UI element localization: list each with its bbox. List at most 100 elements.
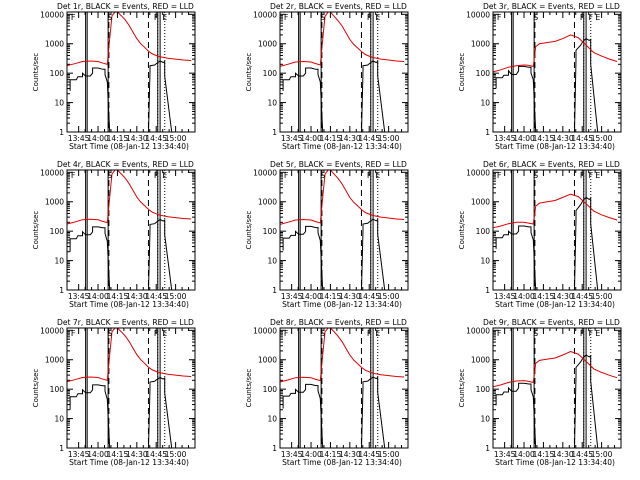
x-tick-label: 14:15 [107,292,129,301]
panel-title: Det 2r, BLACK = Events, RED = LLD [270,2,407,11]
x-tick-label: 15:00 [591,292,613,301]
annotation-letter: S [533,171,538,180]
y-tick-label: 100 [50,227,65,236]
x-tick-label: 14:45 [358,134,380,143]
x-axis-label: Start Time (08-Jan-12 13:34:40) [69,458,189,467]
x-tick-label: 15:00 [378,134,400,143]
panel-det-7: Det 7r, BLACK = Events, RED = LLDFSFE110… [32,318,196,467]
x-tick-label: 14:00 [513,292,535,301]
plot-frame [66,327,196,449]
x-tick-label: 13:45 [281,450,303,459]
x-tick-label: 14:30 [339,450,361,459]
x-axis-label: Start Time (08-Jan-12 13:34:40) [282,300,402,309]
x-tick-label: 14:45 [358,450,380,459]
x-tick-label: 14:15 [320,292,342,301]
panel-title: Det 9r, BLACK = Events, RED = LLD [483,318,620,327]
plot-frame [492,327,622,449]
annotation-letter: E [162,171,167,180]
series-events [495,196,599,291]
x-tick-label: 13:45 [281,134,303,143]
x-tick-label: 14:45 [571,134,593,143]
annotation-letter: F [588,13,593,22]
series-events [69,376,173,449]
x-tick-label: 14:30 [126,134,148,143]
x-axis-label: Start Time (08-Jan-12 13:34:40) [282,458,402,467]
y-tick-label: 10000 [466,326,490,335]
annotation-letter: S [107,329,112,338]
y-tick-label: 10 [54,415,64,424]
x-tick-label: 14:15 [320,134,342,143]
x-tick-label: 14:30 [552,292,574,301]
y-axis-label: Counts/sec [32,53,40,92]
series-lld [492,350,618,388]
annotation-letter: F [497,329,502,338]
series-events [282,60,386,133]
x-tick-label: 15:00 [165,292,187,301]
annotation-letter: E [595,171,600,180]
annotation-letter: F [284,13,289,22]
y-tick-label: 1000 [258,198,277,207]
y-axis-label: Counts/sec [32,211,40,250]
y-axis-label: Counts/sec [458,369,466,408]
plot-frame [279,11,409,133]
annotation-letter: F [284,329,289,338]
x-tick-label: 15:00 [165,134,187,143]
annotation-letter: E [162,13,167,22]
y-axis-label: Counts/sec [458,211,466,250]
y-tick-label: 10000 [253,168,277,177]
panel-title: Det 4r, BLACK = Events, RED = LLD [57,160,194,169]
y-tick-label: 1 [485,444,490,453]
series-lld [492,193,618,229]
series-lld [66,327,192,383]
annotation-letter: F [284,171,289,180]
plot-frame [492,169,622,291]
x-tick-label: 14:00 [300,450,322,459]
series-events [495,354,599,449]
x-tick-label: 14:30 [552,450,574,459]
y-tick-label: 10 [480,415,490,424]
x-tick-label: 14:45 [145,292,167,301]
series-lld [279,169,405,225]
annotation-letter: F [497,13,502,22]
series-lld [66,169,192,225]
annotation-letter: S [320,13,325,22]
x-tick-label: 13:45 [281,292,303,301]
y-axis-label: Counts/sec [245,53,253,92]
annotation-letter: E [375,13,380,22]
y-tick-label: 100 [50,385,65,394]
annotation-letter: F [71,13,76,22]
x-tick-label: 15:00 [165,450,187,459]
y-tick-label: 10000 [253,10,277,19]
y-tick-label: 10000 [466,168,490,177]
x-tick-label: 14:15 [320,450,342,459]
y-tick-label: 10 [267,257,277,266]
y-tick-label: 100 [263,227,278,236]
y-tick-label: 1 [59,444,64,453]
y-tick-label: 10 [267,415,277,424]
x-tick-label: 13:45 [68,134,90,143]
x-tick-label: 14:30 [552,134,574,143]
annotation-letter: E [375,329,380,338]
y-tick-label: 1 [59,128,64,137]
panel-title: Det 1r, BLACK = Events, RED = LLD [57,2,194,11]
panel-det-2: Det 2r, BLACK = Events, RED = LLDFSFE110… [245,2,409,151]
x-tick-label: 14:30 [126,292,148,301]
y-tick-label: 100 [476,385,491,394]
plot-frame [279,327,409,449]
annotation-letter: S [107,171,112,180]
y-axis-label: Counts/sec [245,211,253,250]
x-tick-label: 13:45 [494,292,516,301]
x-tick-label: 14:15 [533,292,555,301]
y-tick-label: 100 [476,227,491,236]
annotation-letter: E [375,171,380,180]
y-axis-label: Counts/sec [32,369,40,408]
series-events [69,60,173,133]
annotation-letter: S [320,171,325,180]
y-tick-label: 10 [54,99,64,108]
x-axis-label: Start Time (08-Jan-12 13:34:40) [495,142,615,151]
panel-title: Det 3r, BLACK = Events, RED = LLD [483,2,620,11]
plot-frame [492,11,622,133]
y-tick-label: 1 [272,128,277,137]
y-tick-label: 1000 [471,356,490,365]
